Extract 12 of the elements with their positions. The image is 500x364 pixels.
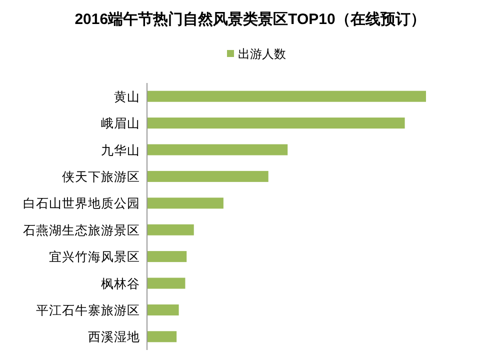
y-tick-label: 宜兴竹海风景区 (49, 249, 140, 264)
y-tick-label: 峨眉山 (101, 116, 140, 131)
chart-title: 2016端午节热门自然风景类景区TOP10（在线预订） (74, 10, 426, 28)
y-tick-label: 黄山 (114, 90, 140, 104)
y-tick-label: 平江石牛寨旅游区 (36, 302, 140, 318)
legend-label: 出游人数 (238, 47, 286, 61)
y-tick-label: 石燕湖生态旅游景区 (23, 223, 140, 238)
y-tick-label: 西溪湿地 (88, 330, 140, 344)
y-tick-label: 侠天下旅游区 (62, 170, 140, 184)
y-tick-label: 枫林谷 (101, 276, 140, 291)
y-tick-label: 九华山 (101, 143, 140, 158)
y-tick-label: 白石山世界地质公园 (23, 196, 140, 211)
